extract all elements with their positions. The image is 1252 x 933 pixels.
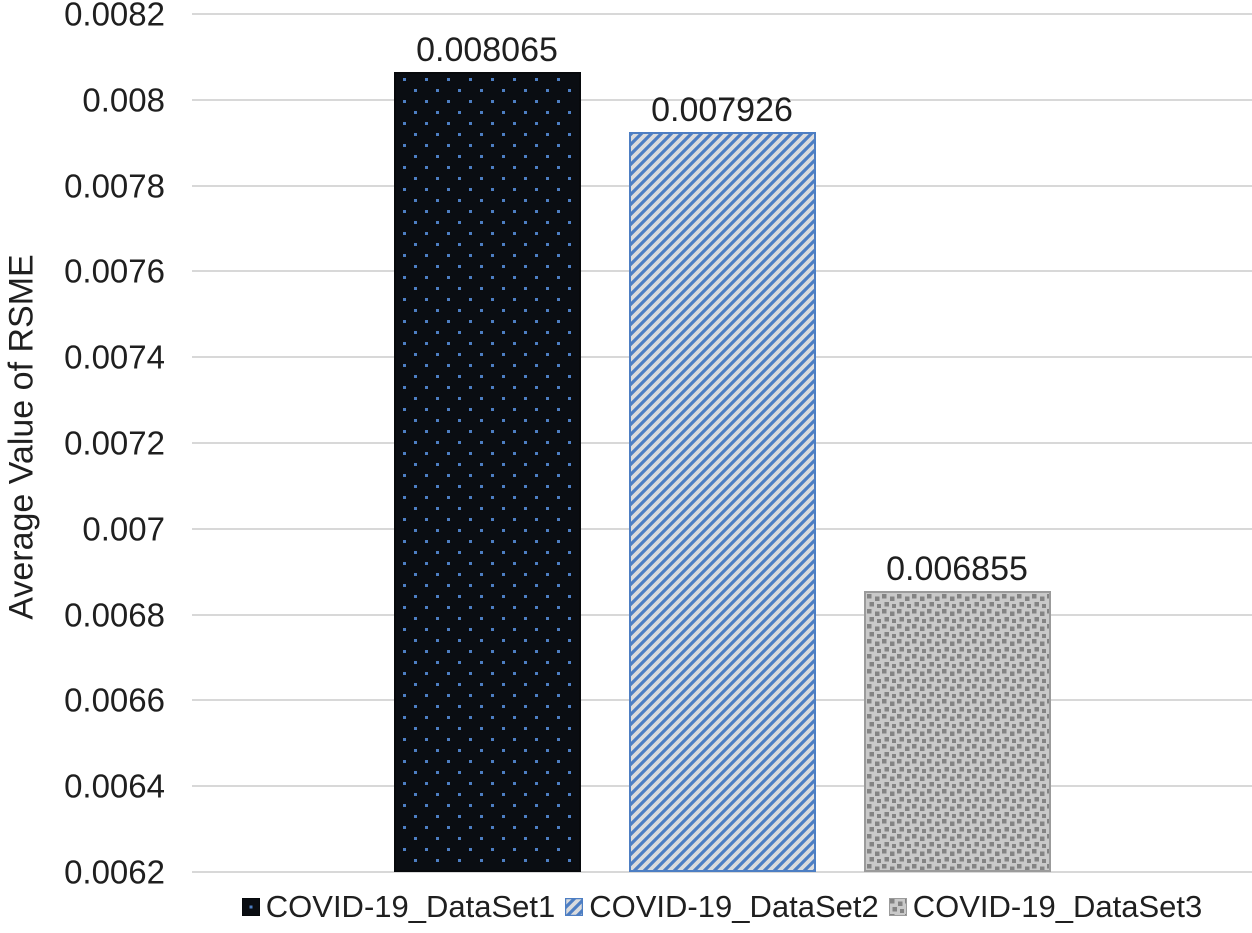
legend-label-dataset2: COVID-19_DataSet2 [589,889,879,924]
legend-label-dataset3: COVID-19_DataSet3 [912,889,1203,924]
bar-value-label-dataset1: 0.008065 [416,30,558,69]
bar-covid19-dataset1: 0.008065 [393,33,581,872]
gridline [192,98,1252,101]
y-axis-tick-labels: 0.0082 0.008 0.0078 0.0076 0.0074 0.0072 0.007… [0,0,165,889]
plot-area: 0.008065 0.007926 0.006855 [192,13,1252,873]
gridline [192,871,1252,873]
y-tick-label: 0.0064 [64,767,165,805]
y-tick-label: 0.0062 [64,853,165,891]
bar-fill-pattern-dataset2 [630,133,814,870]
y-tick-label: 0.0074 [64,338,165,376]
legend-swatch-dataset1-icon [241,898,260,916]
legend-swatch-dataset3-icon [888,898,907,916]
y-tick-label: 0.0066 [64,681,165,719]
bar-value-label-dataset3: 0.006855 [886,550,1028,589]
bar-fill-pattern-dataset3 [865,593,1049,870]
bar-fill-pattern-dataset1 [395,73,579,870]
legend-swatch-dataset2-icon [565,898,584,916]
bar-covid19-dataset3: 0.006855 [863,552,1051,872]
y-tick-label: 0.0068 [64,596,165,634]
y-tick-label: 0.008 [82,81,165,119]
legend-label-dataset1: COVID-19_DataSet1 [265,889,556,924]
bar-value-label-dataset2: 0.007926 [651,90,793,129]
y-tick-label: 0.0072 [64,424,165,462]
legend-item-dataset3: COVID-19_DataSet3 [888,889,1203,925]
y-tick-label: 0.0082 [64,0,165,33]
legend-item-dataset2: COVID-19_DataSet2 [565,889,879,925]
y-tick-label: 0.0078 [64,167,165,205]
legend: COVID-19_DataSet1 COVID-19_DataSet2 COVI… [192,886,1252,928]
bar-group: 0.008065 0.007926 0.006855 [192,14,1252,872]
y-tick-label: 0.0076 [64,252,165,290]
y-tick-label: 0.007 [82,510,165,548]
gridline [192,13,1252,15]
bar-covid19-dataset2: 0.007926 [628,93,816,872]
legend-item-dataset1: COVID-19_DataSet1 [241,889,556,925]
